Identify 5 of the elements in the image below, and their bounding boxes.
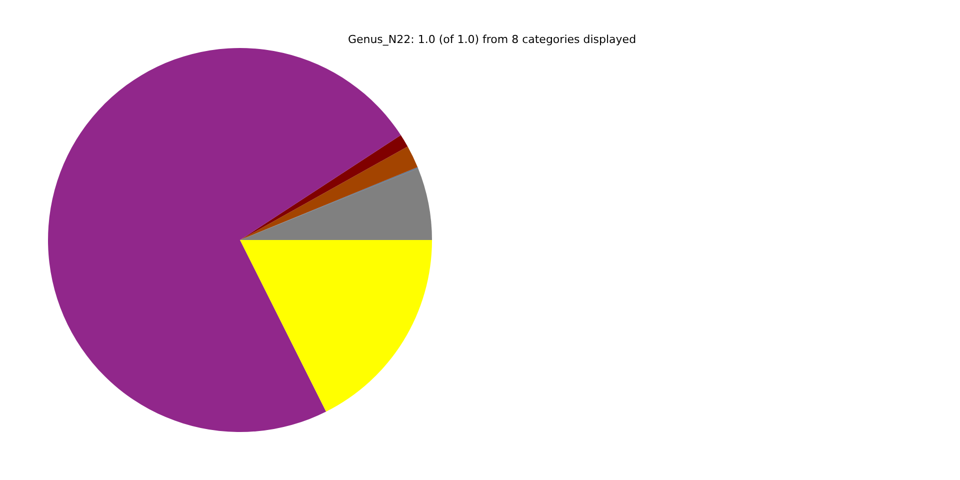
text: Genus_N22: 1.0 (of 1.0) from 8 categories displayed <box>348 33 636 46</box>
pie-slice <box>48 48 401 432</box>
pie-slice <box>240 135 408 240</box>
pie-slice <box>240 240 432 412</box>
pie-slice <box>240 146 418 240</box>
